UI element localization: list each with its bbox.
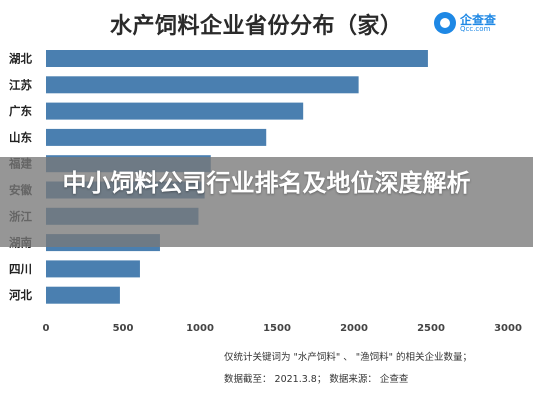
article-title-overlay: 中小饲料公司行业排名及地位深度解析 — [0, 157, 533, 247]
x-tick-label: 3000 — [494, 323, 522, 334]
category-label: 江苏 — [9, 78, 32, 92]
logo-name: 企查查 — [460, 13, 497, 27]
bar-1 — [46, 50, 428, 67]
x-tick-label: 0 — [43, 323, 50, 334]
footnote-criteria: 仅统计关键词为 "水产饲料" 、 "渔饲料" 的相关企业数量； — [224, 352, 473, 363]
category-label: 河北 — [9, 288, 32, 302]
bar-4 — [46, 128, 267, 146]
category-label: 湖北 — [9, 52, 32, 66]
category-label: 广东 — [9, 104, 32, 118]
bar-3 — [46, 102, 304, 120]
bar-9 — [46, 260, 140, 278]
x-tick-label: 2000 — [340, 323, 368, 334]
article-title: 中小饲料公司行业排名及地位深度解析 — [62, 169, 471, 197]
logo-icon — [434, 12, 456, 34]
x-tick-label: 2500 — [417, 323, 445, 334]
category-label: 山东 — [9, 130, 32, 144]
category-label: 四川 — [9, 262, 32, 276]
footnote-source: 数据截至： 2021.3.8； 数据来源： 企查查 — [224, 374, 409, 385]
x-tick-label: 1000 — [186, 323, 214, 334]
logo-subtitle: Qcc.com — [460, 25, 491, 33]
chart-title: 水产饲料企业省份分布（家） — [110, 14, 403, 39]
bar-10 — [46, 286, 120, 304]
qichacha-logo: 企查查 Qcc.com — [434, 10, 514, 36]
x-tick-label: 500 — [113, 323, 134, 334]
x-tick-label: 1500 — [263, 323, 291, 334]
bar-2 — [46, 76, 359, 94]
